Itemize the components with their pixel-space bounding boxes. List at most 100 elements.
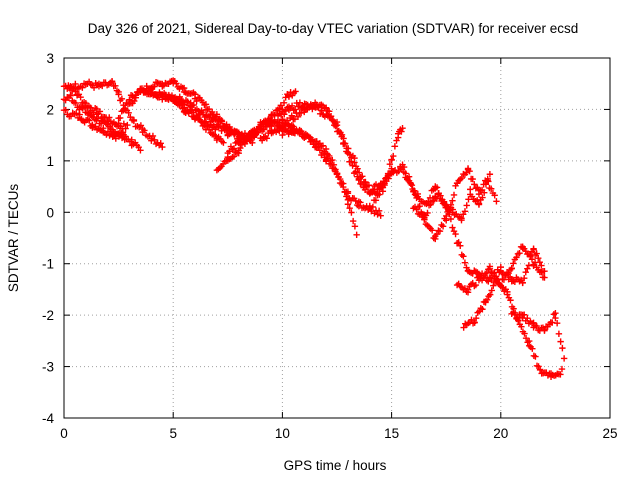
data-point — [383, 178, 390, 185]
data-point — [354, 165, 361, 172]
y-tick-label: -4 — [42, 411, 54, 426]
data-point — [372, 197, 380, 204]
data-point — [475, 190, 483, 198]
data-point — [388, 156, 395, 164]
data-point — [460, 253, 467, 260]
data-point — [132, 94, 139, 101]
data-point — [276, 119, 283, 126]
data-point — [315, 143, 322, 150]
data-point — [513, 254, 520, 261]
data-point — [148, 137, 155, 144]
data-point — [198, 107, 205, 114]
data-point — [485, 278, 492, 285]
data-point — [398, 128, 405, 135]
data-point — [352, 197, 359, 204]
plot-frame — [63, 57, 611, 419]
x-tick-label: 25 — [602, 426, 617, 441]
data-point — [99, 82, 106, 90]
data-point — [510, 260, 517, 267]
data-point — [522, 269, 529, 276]
data-point — [508, 265, 515, 272]
chart-title: Day 326 of 2021, Sidereal Day-to-day VTE… — [88, 21, 578, 36]
data-point — [329, 156, 336, 164]
data-point — [541, 327, 548, 334]
data-point — [521, 274, 528, 282]
data-point — [374, 211, 381, 218]
data-point — [479, 306, 486, 313]
y-tick-label: -3 — [42, 360, 54, 375]
data-point — [536, 366, 544, 373]
y-tick-label: 0 — [46, 205, 54, 220]
data-point — [190, 109, 197, 116]
data-point — [500, 276, 508, 283]
data-point — [518, 323, 525, 330]
data-point — [388, 165, 395, 172]
x-tick-label: 10 — [275, 426, 290, 441]
data-point — [108, 77, 116, 85]
data-point — [390, 152, 397, 160]
data-point — [116, 114, 124, 122]
y-axis-label: SDTVAR / TECUs — [6, 184, 21, 293]
data-point — [230, 145, 238, 152]
data-point — [281, 111, 288, 118]
data-point — [488, 269, 495, 276]
data-point — [130, 117, 138, 125]
data-point — [461, 259, 469, 266]
data-point — [279, 116, 286, 123]
data-point — [519, 279, 526, 286]
series-18 — [460, 276, 566, 381]
data-point — [316, 110, 324, 117]
data-point — [433, 231, 441, 238]
data-point — [524, 265, 531, 272]
data-point — [558, 365, 566, 373]
grid — [64, 58, 610, 418]
data-point — [394, 134, 402, 141]
data-point — [202, 101, 210, 108]
data-point — [137, 122, 145, 129]
data-point — [530, 246, 537, 253]
x-tick-label: 5 — [169, 426, 177, 441]
series-6 — [126, 77, 242, 142]
x-tick-label: 0 — [60, 426, 68, 441]
data-point — [131, 97, 138, 105]
data-point — [77, 93, 84, 101]
data-point — [285, 121, 292, 128]
x-tick-label: 20 — [493, 426, 508, 441]
data-point — [365, 182, 373, 189]
data-point — [72, 99, 79, 107]
data-point — [472, 281, 480, 289]
data-point — [125, 109, 132, 117]
data-point — [322, 104, 330, 111]
data-point — [128, 136, 135, 144]
data-point — [205, 105, 213, 113]
data-point — [76, 111, 83, 118]
data-point — [486, 291, 494, 298]
data-point — [299, 103, 307, 111]
data-point — [271, 118, 278, 125]
data-point — [121, 133, 129, 140]
data-point — [87, 109, 94, 116]
y-tick-label: 1 — [46, 154, 54, 169]
data-point — [184, 98, 191, 105]
data-point — [202, 118, 210, 125]
data-point — [532, 353, 539, 360]
data-point — [190, 101, 197, 109]
data-point — [472, 315, 480, 322]
data-point — [478, 186, 486, 194]
data-point — [507, 297, 514, 304]
data-point — [559, 344, 566, 352]
data-point — [62, 106, 69, 114]
data-point — [463, 202, 470, 209]
data-point — [444, 205, 451, 213]
data-point — [340, 180, 347, 187]
data-point — [458, 174, 465, 182]
data-point — [159, 143, 166, 151]
data-point — [449, 224, 456, 231]
data-point — [366, 202, 373, 210]
data-point — [193, 97, 200, 105]
data-point — [455, 239, 462, 246]
data-point — [79, 84, 86, 91]
data-point — [479, 194, 486, 201]
data-point — [486, 263, 494, 270]
data-point — [280, 99, 288, 106]
